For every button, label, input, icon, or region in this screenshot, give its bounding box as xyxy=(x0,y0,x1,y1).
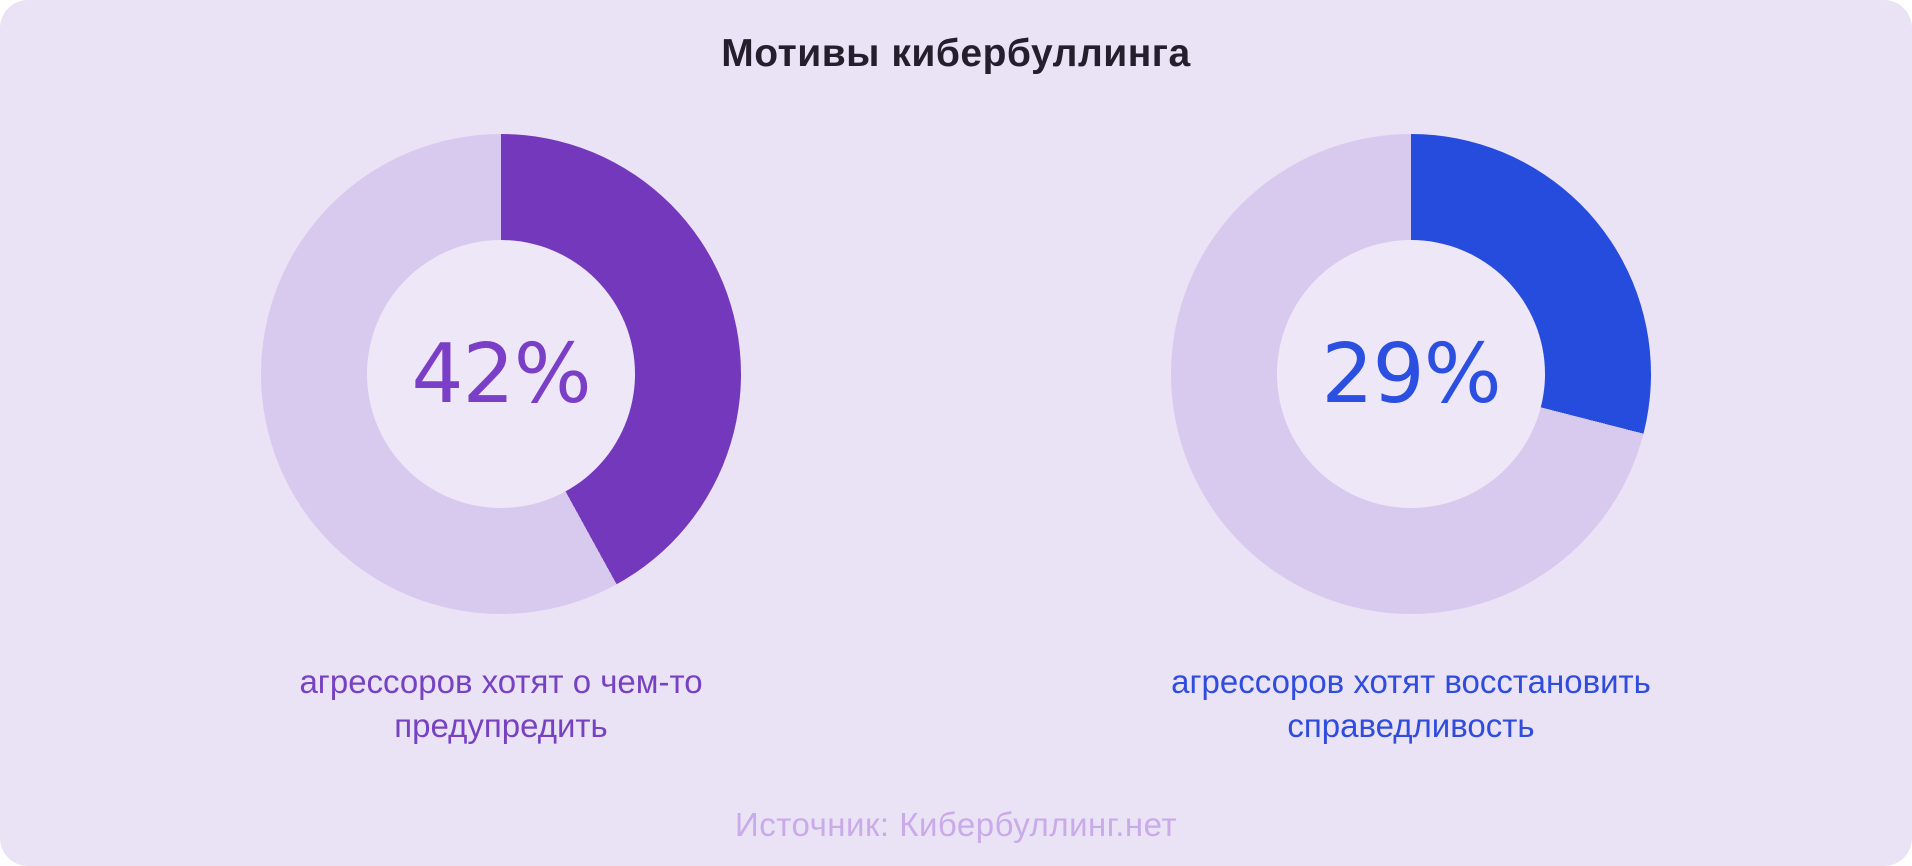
page-title: Мотивы кибербуллинга xyxy=(721,32,1191,75)
donut-caption-warn: агрессоров хотят о чем-то предупредить xyxy=(299,663,703,744)
donut-caption-justice: агрессоров хотят восстановить справедлив… xyxy=(1171,663,1651,744)
donut-chart-warn: 42% агрессоров хотят о чем-то предупреди… xyxy=(151,134,851,748)
source-note: Источник: Кибербуллинг.нет xyxy=(735,806,1177,843)
donut-hole-warn: 42% xyxy=(367,240,635,508)
donut-chart-justice: 29% агрессоров хотят восстановить справе… xyxy=(1061,134,1761,748)
donut-hole-justice: 29% xyxy=(1277,240,1545,508)
donut-ring-warn: 42% xyxy=(261,134,741,614)
donut-value-label-justice: 29% xyxy=(1321,326,1501,422)
donut-value-label-warn: 42% xyxy=(411,326,591,422)
donut-ring-justice: 29% xyxy=(1171,134,1651,614)
charts-row: 42% агрессоров хотят о чем-то предупреди… xyxy=(0,134,1912,748)
